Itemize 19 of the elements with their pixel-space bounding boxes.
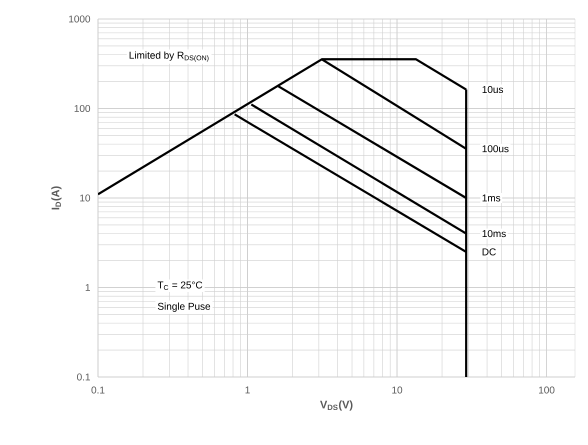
- series-label: 1ms: [482, 194, 500, 202]
- x-tick-label: 1: [246, 386, 250, 394]
- y-tick-label: 10: [80, 194, 90, 202]
- x-tick-label: 10: [392, 386, 402, 394]
- series-label: 10us: [482, 86, 504, 94]
- y-tick-label: 0.1: [77, 373, 90, 381]
- annotation: T$_{C}$ = 25°C: [158, 281, 202, 290]
- series-label: 10ms: [482, 230, 506, 238]
- series-label: 100us: [482, 145, 509, 152]
- series-label: DC: [482, 248, 496, 256]
- y-tick-label: 1: [86, 284, 90, 291]
- annotation: Limited by R$_{DS(ON)}$: [130, 51, 209, 62]
- y-tick-label: 1000: [69, 15, 90, 23]
- y-tick-label: 100: [74, 104, 90, 112]
- x-tick-label: 100: [539, 386, 554, 394]
- x-axis-title: V$_{DS}$(V): [320, 400, 352, 411]
- annotation: Single Puse: [158, 302, 210, 312]
- x-tick-label: 0.1: [91, 386, 104, 394]
- y-axis-title: I$_{D}$(A): [51, 186, 62, 210]
